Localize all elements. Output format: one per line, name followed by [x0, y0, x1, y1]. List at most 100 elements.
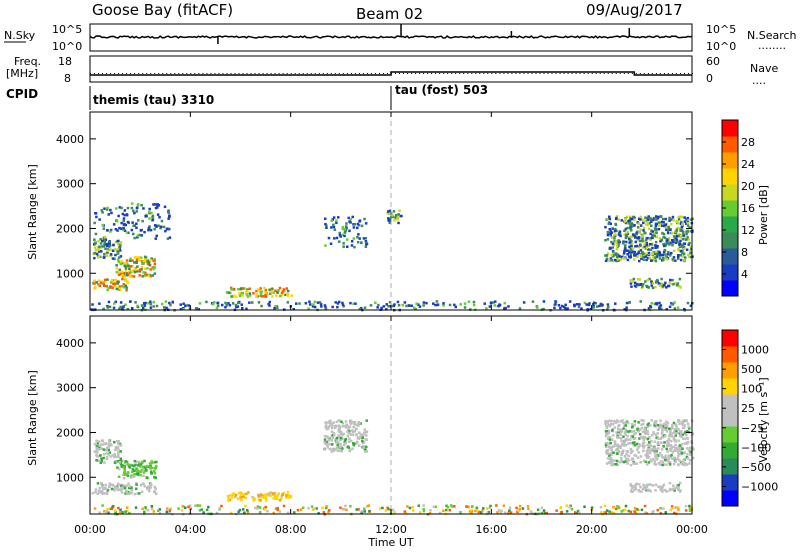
heatmap-cell: [648, 441, 651, 444]
heatmap-cell: [113, 453, 116, 456]
heatmap-cell: [642, 419, 645, 422]
heatmap-cell: [151, 274, 154, 277]
heatmap-cell: [465, 505, 468, 508]
heatmap-cell: [344, 504, 347, 508]
heatmap-cell: [119, 508, 122, 511]
heatmap-cell: [268, 292, 272, 295]
heatmap-cell: [681, 245, 684, 248]
heatmap-cell: [555, 509, 558, 512]
heatmap-cell: [664, 217, 667, 221]
heatmap-cell: [248, 294, 252, 297]
heatmap-cell: [118, 307, 121, 310]
heatmap-cell: [688, 504, 691, 508]
heatmap-cell: [653, 234, 656, 238]
heatmap-cell: [384, 509, 387, 512]
heatmap-cell: [642, 258, 645, 261]
heatmap-cell: [633, 462, 637, 465]
heatmap-cell: [345, 423, 349, 427]
heatmap-cell: [631, 435, 635, 438]
heatmap-cell: [592, 306, 595, 309]
heatmap-cell: [686, 422, 690, 426]
heatmap-cell: [630, 229, 633, 232]
heatmap-cell: [627, 430, 631, 434]
heatmap-cell: [664, 434, 667, 438]
heatmap-cell: [274, 507, 278, 510]
heatmap-cell: [640, 255, 643, 258]
heatmap-cell: [234, 303, 238, 307]
heatmap-cell: [350, 240, 354, 243]
heatmap-cell: [604, 419, 607, 423]
heatmap-cell: [98, 245, 101, 248]
heatmap-cell: [623, 455, 627, 458]
heatmap-cell: [333, 433, 336, 436]
heatmap-cell: [467, 300, 471, 303]
heatmap-cell: [97, 248, 100, 252]
heatmap-cell: [354, 302, 357, 305]
heatmap-cell: [667, 461, 671, 464]
colorbar-swatch: [722, 200, 738, 217]
heatmap-cell: [672, 437, 676, 441]
heatmap-cell: [106, 206, 109, 210]
heatmap-cell: [609, 452, 612, 455]
heatmap-cell: [348, 429, 351, 433]
heatmap-cell: [639, 249, 643, 252]
heatmap-cell: [618, 255, 622, 258]
heatmap-cell: [633, 250, 636, 254]
heatmap-cell: [614, 421, 618, 424]
heatmap-cell: [153, 485, 156, 489]
heatmap-cell: [254, 506, 257, 510]
heatmap-cell: [273, 495, 277, 498]
heatmap-cell: [120, 260, 123, 263]
heatmap-cell: [674, 438, 677, 442]
heatmap-cell: [633, 253, 636, 256]
heatmap-cell: [446, 505, 450, 509]
heatmap-cell: [179, 307, 183, 311]
heatmap-cell: [353, 430, 356, 433]
heatmap-cell: [614, 440, 617, 444]
heatmap-cell: [149, 300, 152, 303]
heatmap-cell: [651, 253, 655, 256]
heatmap-cell: [675, 234, 679, 238]
heatmap-cell: [689, 226, 693, 229]
heatmap-cell: [324, 222, 327, 226]
heatmap-cell: [634, 486, 637, 489]
heatmap-cell: [646, 437, 649, 441]
heatmap-cell: [106, 278, 109, 281]
heatmap-cell: [97, 255, 101, 258]
heatmap-cell: [263, 507, 267, 511]
heatmap-cell: [615, 247, 619, 251]
heatmap-cell: [118, 271, 121, 274]
heatmap-cell: [661, 285, 665, 288]
heatmap-cell: [682, 252, 686, 256]
heatmap-cell: [613, 426, 617, 429]
heatmap-cell: [649, 449, 653, 453]
heatmap-cell: [629, 217, 632, 220]
heatmap-cell: [628, 245, 631, 249]
heatmap-cell: [133, 236, 136, 240]
heatmap-cell: [117, 273, 121, 277]
heatmap-cell: [132, 275, 136, 278]
heatmap-cell: [681, 249, 684, 253]
heatmap-cell: [343, 228, 347, 231]
heatmap-cell: [646, 432, 649, 435]
heatmap-cell: [345, 227, 348, 230]
heatmap-cell: [592, 301, 596, 304]
heatmap-cell: [324, 244, 327, 247]
heatmap-cell: [327, 510, 330, 514]
heatmap-cell: [610, 510, 613, 514]
heatmap-cell: [228, 498, 232, 502]
heatmap-cell: [115, 220, 119, 223]
heatmap-cell: [328, 509, 331, 512]
heatmap-cell: [645, 243, 648, 247]
heatmap-cell: [215, 511, 219, 515]
heatmap-cell: [682, 437, 685, 440]
heatmap-cell: [119, 255, 123, 258]
heatmap-cell: [631, 233, 635, 236]
heatmap-cell: [680, 226, 684, 229]
heatmap-cell: [117, 448, 120, 451]
heatmap-cell: [351, 429, 354, 432]
heatmap-cell: [330, 430, 334, 433]
heatmap-cell: [623, 431, 627, 434]
heatmap-cell: [390, 215, 393, 219]
heatmap-cell: [630, 423, 634, 426]
